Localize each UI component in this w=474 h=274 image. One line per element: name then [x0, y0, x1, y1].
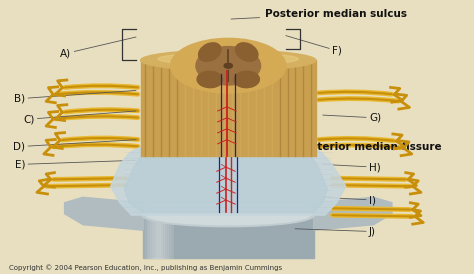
- Polygon shape: [148, 214, 162, 258]
- Text: H): H): [323, 162, 381, 172]
- Text: J): J): [295, 227, 376, 236]
- Ellipse shape: [146, 206, 310, 225]
- Ellipse shape: [142, 203, 315, 227]
- Polygon shape: [125, 153, 328, 212]
- Text: G): G): [323, 113, 381, 123]
- Text: B): B): [14, 90, 136, 104]
- Ellipse shape: [234, 71, 259, 88]
- Polygon shape: [158, 214, 172, 258]
- Ellipse shape: [199, 43, 221, 61]
- Text: Posterior median sulcus: Posterior median sulcus: [231, 9, 407, 19]
- Polygon shape: [154, 214, 168, 258]
- Polygon shape: [146, 214, 161, 258]
- Polygon shape: [143, 214, 157, 258]
- Polygon shape: [64, 197, 143, 230]
- Text: F): F): [286, 36, 342, 56]
- Polygon shape: [160, 214, 173, 258]
- Ellipse shape: [196, 47, 261, 85]
- Ellipse shape: [224, 63, 232, 68]
- Text: I): I): [323, 195, 376, 205]
- Ellipse shape: [141, 50, 316, 71]
- Polygon shape: [145, 214, 159, 258]
- Polygon shape: [150, 214, 164, 258]
- Ellipse shape: [158, 53, 298, 65]
- Polygon shape: [156, 214, 170, 258]
- Ellipse shape: [197, 71, 222, 88]
- Polygon shape: [314, 197, 392, 230]
- Text: C): C): [23, 111, 136, 124]
- Ellipse shape: [171, 38, 286, 93]
- Polygon shape: [152, 214, 166, 258]
- Text: E): E): [15, 159, 136, 169]
- Ellipse shape: [236, 43, 258, 61]
- Polygon shape: [141, 60, 316, 156]
- Polygon shape: [143, 214, 314, 258]
- Text: A): A): [60, 37, 136, 58]
- Text: Anterior median fissure: Anterior median fissure: [284, 140, 442, 152]
- Text: Copyright © 2004 Pearson Education, Inc., publishing as Benjamin Cummings: Copyright © 2004 Pearson Education, Inc.…: [9, 265, 283, 271]
- Text: D): D): [13, 140, 136, 152]
- Polygon shape: [110, 148, 346, 215]
